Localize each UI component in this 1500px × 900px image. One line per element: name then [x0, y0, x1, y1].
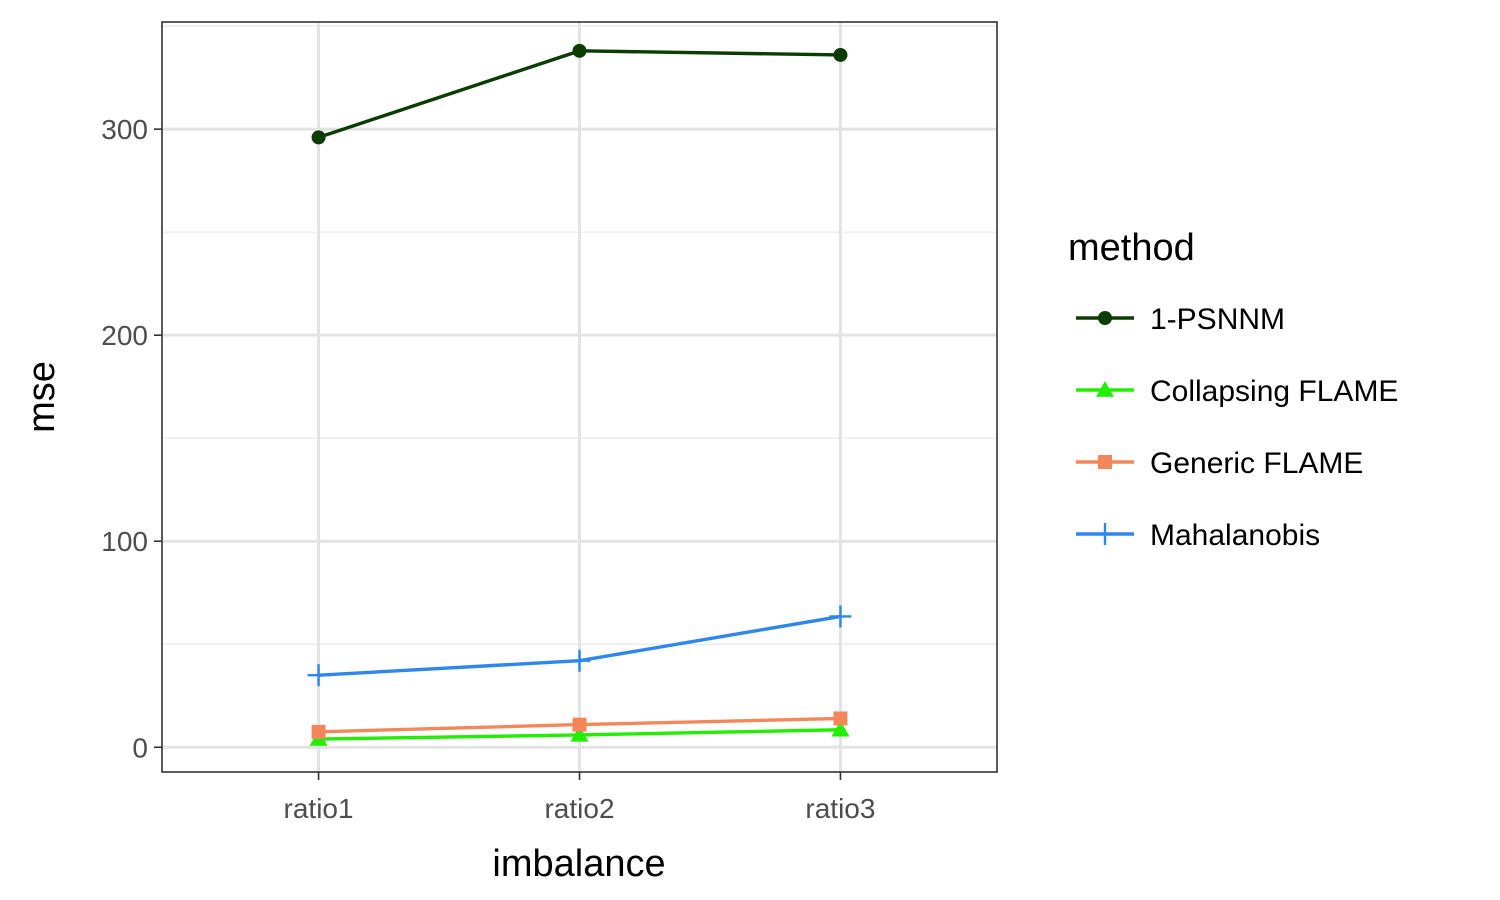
legend-key-marker	[1098, 455, 1112, 469]
grid-lines	[162, 22, 997, 772]
legend-item-collapsing-flame: Collapsing FLAME	[1076, 375, 1398, 408]
series-layer	[307, 43, 852, 746]
legend: 1-PSNNM Collapsing FLAME Generic FLAME Maha…	[1076, 303, 1398, 552]
y-tick-label: 100	[101, 526, 148, 557]
legend-item-generic-flame: Generic FLAME	[1076, 447, 1363, 480]
data-point-collapsing-flame	[831, 720, 850, 737]
legend-label: Collapsing FLAME	[1150, 375, 1398, 408]
data-point-collapsing-flame	[570, 725, 589, 742]
legend-key-marker	[1094, 523, 1116, 545]
y-tick-label: 200	[101, 320, 148, 351]
data-point-mahalanobis	[829, 605, 852, 628]
x-tick-label: ratio1	[284, 793, 354, 824]
data-point-mahalanobis	[568, 649, 591, 672]
legend-label: 1-PSNNM	[1150, 303, 1285, 336]
data-point-1-psnnm	[833, 47, 848, 62]
legend-label: Generic FLAME	[1150, 447, 1363, 480]
legend-item-mahalanobis: Mahalanobis	[1076, 519, 1320, 552]
legend-title: method	[1068, 227, 1195, 269]
x-axis-title: imbalance	[492, 843, 665, 885]
data-point-1-psnnm	[572, 43, 587, 58]
axes: 0 100 200 300 ratio1 ratio2 ratio3	[101, 114, 875, 824]
data-point-generic-flame	[311, 724, 326, 739]
data-point-generic-flame	[833, 711, 848, 726]
legend-item-1-psnnm: 1-PSNNM	[1076, 303, 1285, 336]
y-tick-label: 300	[101, 114, 148, 145]
y-axis-title: mse	[21, 361, 63, 433]
y-tick-label: 0	[132, 732, 148, 763]
x-tick-label: ratio3	[805, 793, 875, 824]
legend-label: Mahalanobis	[1150, 519, 1320, 552]
data-point-mahalanobis	[307, 664, 330, 687]
legend-key-marker	[1096, 381, 1114, 397]
data-point-generic-flame	[572, 717, 587, 732]
legend-key-marker	[1098, 311, 1112, 325]
x-tick-label: ratio2	[544, 793, 614, 824]
data-point-1-psnnm	[311, 130, 326, 145]
